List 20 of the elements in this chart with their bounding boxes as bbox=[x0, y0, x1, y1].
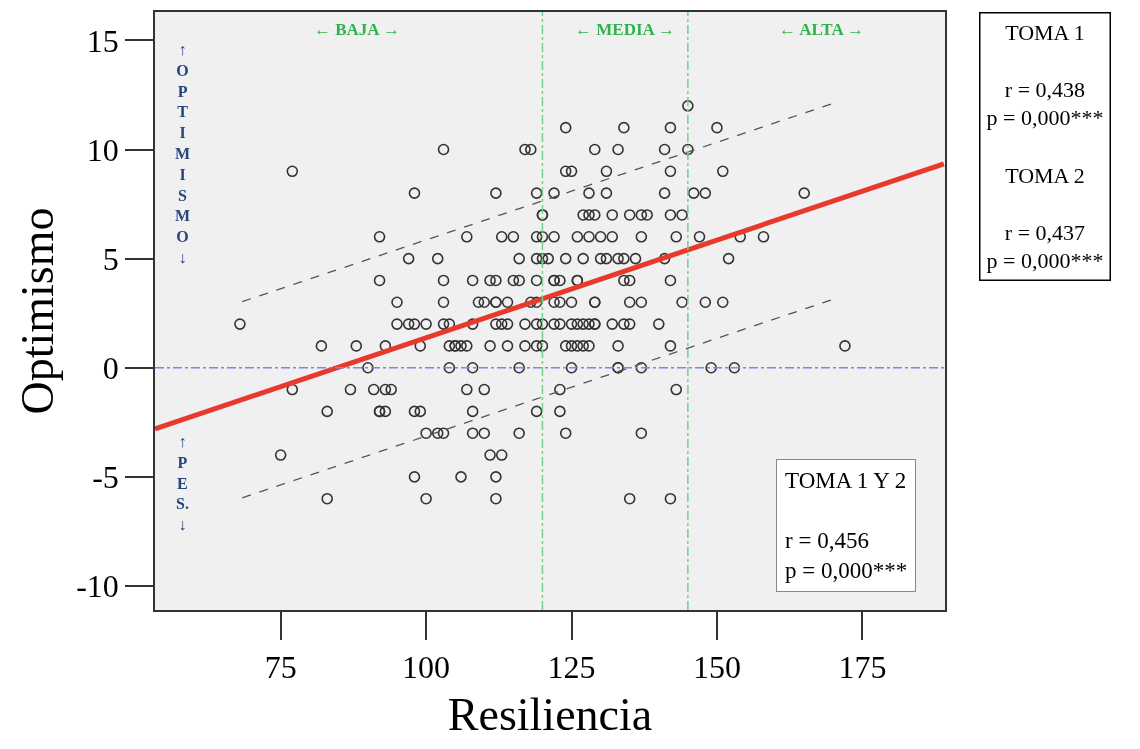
y-tick-label: -10 bbox=[76, 568, 119, 605]
y-axis-title: Optimismo bbox=[12, 207, 64, 415]
y-tick-label: 5 bbox=[102, 240, 119, 277]
annotation: ↑ P E S. ↓ bbox=[176, 433, 189, 534]
annotation: ← ALTA → bbox=[779, 20, 865, 39]
y-tick-label: 15 bbox=[86, 22, 119, 59]
annotation: ← MEDIA → bbox=[575, 20, 676, 39]
text: TOMA 1 Y 2 r = 0,456 p = 0,000*** bbox=[785, 468, 908, 583]
annotation: ← BAJA → bbox=[314, 20, 400, 39]
text: ↑ O P T I M I S M O ↓ bbox=[175, 41, 191, 266]
x-tick-label: 100 bbox=[402, 649, 451, 686]
x-tick-label: 75 bbox=[264, 649, 297, 686]
x-tick-label: 175 bbox=[838, 649, 887, 686]
x-tick-label: 150 bbox=[692, 649, 741, 686]
y-tick-label: -5 bbox=[92, 459, 119, 496]
x-axis-title: Resiliencia bbox=[447, 689, 653, 741]
y-tick-label: 10 bbox=[86, 131, 119, 168]
y-tick-label: 0 bbox=[102, 349, 119, 386]
text: TOMA 1 r = 0,438 p = 0,000*** TOMA 2 r = 0,437 p = 0,000*** bbox=[986, 19, 1104, 274]
x-tick-label: 125 bbox=[547, 649, 596, 686]
